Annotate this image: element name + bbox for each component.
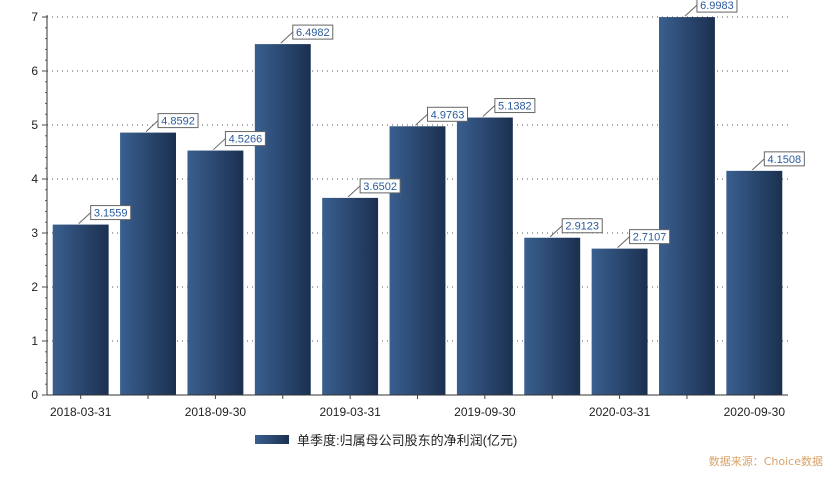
bar — [658, 17, 715, 396]
data-label-leader — [684, 4, 698, 17]
data-label-leader — [145, 120, 159, 132]
data-label: 2.7107 — [633, 232, 667, 244]
data-label-box — [157, 113, 199, 129]
y-tick-label: 4 — [31, 172, 38, 186]
data-label-leader — [280, 31, 294, 44]
legend-swatch — [255, 434, 289, 444]
data-label-box — [427, 106, 468, 122]
data-label-leader — [617, 236, 630, 248]
x-tick-label: 2019-03-31 — [319, 405, 381, 419]
y-tick-label: 7 — [31, 10, 38, 24]
data-label-box — [292, 24, 334, 40]
data-label-box — [224, 131, 266, 147]
data-label: 3.1559 — [94, 208, 128, 220]
bar — [591, 248, 648, 395]
data-label-box — [696, 0, 738, 13]
data-label: 6.4982 — [296, 27, 330, 39]
data-label: 2.9123 — [565, 221, 599, 233]
y-tick-label: 0 — [31, 388, 38, 402]
data-label-box — [494, 98, 536, 114]
bar — [456, 117, 513, 395]
data-label-leader — [751, 158, 765, 171]
data-label-leader — [347, 185, 361, 198]
data-label: 3.6502 — [363, 181, 397, 193]
legend: 单季度:归属母公司股东的净利润(亿元) — [255, 429, 517, 449]
x-tick-label: 2020-03-31 — [589, 405, 651, 419]
data-label-box — [90, 205, 132, 221]
data-label-leader — [78, 212, 92, 224]
y-tick-label: 5 — [31, 118, 38, 132]
data-label: 4.5266 — [229, 134, 263, 146]
bar — [187, 150, 244, 395]
data-label-leader — [549, 225, 563, 238]
y-tick-label: 2 — [31, 280, 38, 294]
source-note: 数据来源：Choice数据 — [708, 455, 823, 468]
bar — [322, 197, 379, 395]
x-tick-label: 2020-09-30 — [724, 405, 786, 419]
data-label: 4.9763 — [431, 109, 465, 121]
data-label: 4.8592 — [161, 116, 195, 128]
legend-label: 单季度:归属母公司股东的净利润(亿元) — [297, 432, 518, 448]
y-tick-label: 1 — [31, 334, 38, 348]
bar — [726, 170, 783, 395]
y-tick-label: 6 — [31, 64, 38, 78]
data-label-leader — [482, 105, 496, 117]
bar — [254, 44, 311, 395]
data-label: 5.1382 — [498, 101, 532, 113]
bar — [52, 224, 109, 395]
x-tick-label: 2018-09-30 — [185, 405, 247, 419]
data-label-box — [561, 218, 603, 234]
x-tick-label: 2019-09-30 — [454, 405, 516, 419]
data-label-leader — [213, 138, 226, 150]
data-label: 4.1508 — [767, 154, 801, 166]
y-tick-label: 3 — [31, 226, 38, 240]
data-label: 6.9983 — [700, 0, 734, 12]
bar — [120, 132, 177, 395]
data-label-box — [359, 178, 401, 194]
data-label-box — [629, 229, 671, 245]
x-tick-label: 2018-03-31 — [50, 405, 112, 419]
data-label-box — [763, 151, 805, 167]
data-label-leader — [415, 113, 428, 126]
bar — [389, 126, 446, 396]
bar — [524, 237, 581, 395]
